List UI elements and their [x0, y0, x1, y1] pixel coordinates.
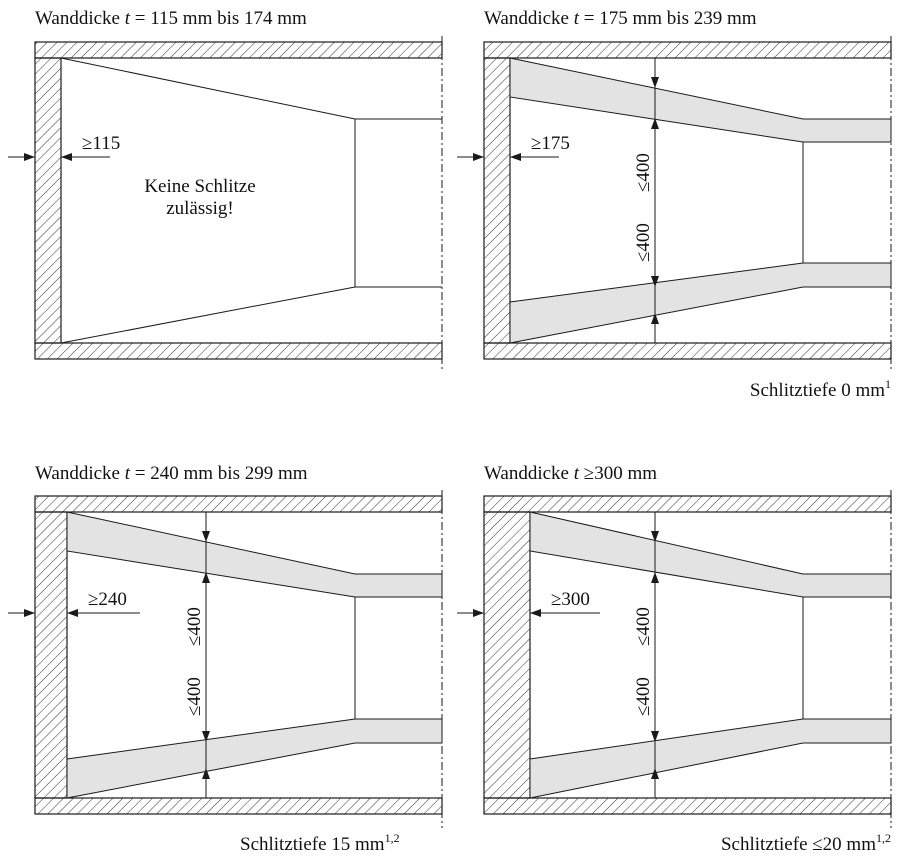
panel-2-min-thickness-label: ≥175: [531, 133, 570, 154]
panel-3-min-thickness-label: ≥240: [88, 589, 127, 610]
panel-3-dim-bottom-label: ≤400: [184, 677, 205, 716]
panel-4-dim-top-label: ≤400: [633, 607, 654, 646]
panel-1-title: Wanddicke t = 115 mm bis 174 mm: [35, 8, 307, 29]
thickness-dimension-arrow: [8, 153, 110, 161]
slot-top: [509, 57, 892, 143]
panel-3-caption: Schlitztiefe 15 mm1,2: [240, 831, 400, 855]
panel-3-dim-top-label: ≤400: [184, 607, 205, 646]
wall-bottom: [34, 342, 443, 360]
panel-2-drawing: [457, 36, 892, 372]
panel-3-title: Wanddicke t = 240 mm bis 299 mm: [35, 463, 308, 484]
panel-3-drawing: [8, 490, 443, 828]
panel-2-dim-bottom-label: ≤400: [633, 223, 654, 262]
panel-1-note: Keine Schlitze zulässig!: [144, 176, 256, 219]
slot-dimension-lines: [651, 58, 659, 343]
wall-left: [34, 57, 62, 344]
slot-bottom: [509, 262, 892, 344]
panel-2-title: Wanddicke t = 175 mm bis 239 mm: [484, 8, 757, 29]
panel-2-caption: Schlitztiefe 0 mm1: [749, 377, 891, 401]
panel-4-min-thickness-label: ≥300: [551, 589, 590, 610]
wall-top: [34, 41, 443, 59]
panel-4-dim-bottom-label: ≤400: [633, 677, 654, 716]
panel-1-drawing: [8, 36, 443, 372]
panel-4-caption: Schlitztiefe ≤20 mm1,2: [720, 831, 891, 855]
panel-4-drawing: [457, 490, 892, 828]
panel-2-dim-top-label: ≤400: [633, 153, 654, 192]
panel-4-title: Wanddicke t ≥300 mm: [484, 463, 658, 484]
panel-1-min-thickness-label: ≥115: [82, 133, 121, 154]
